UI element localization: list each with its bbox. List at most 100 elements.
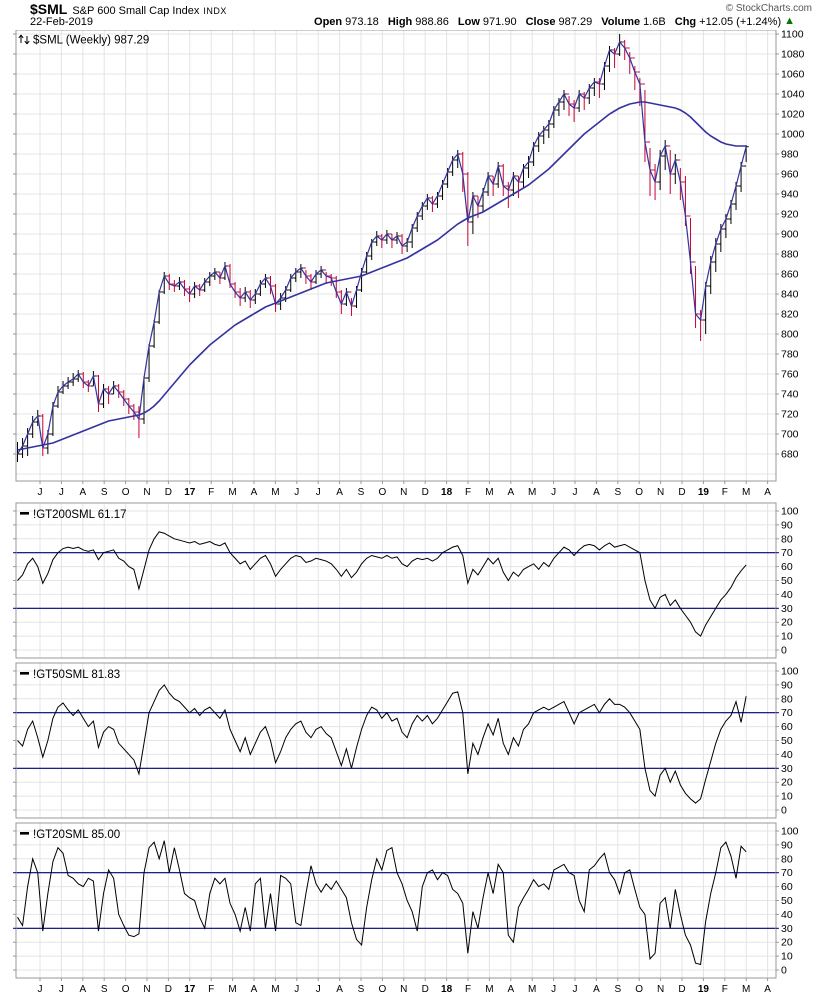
indicator-legend: !GT20SML 85.00	[20, 829, 120, 841]
x-axis-label: F	[722, 487, 728, 498]
x-axis-label: 17	[184, 984, 196, 995]
x-axis-label: J	[59, 984, 64, 995]
x-axis-label: J	[294, 487, 299, 498]
y-axis-label: 30	[781, 763, 793, 775]
x-axis-label: N	[657, 487, 664, 498]
quote-value-low: 971.90	[482, 16, 517, 28]
x-axis-label: F	[465, 487, 471, 498]
y-axis-label: 960	[781, 169, 799, 181]
y-axis-label: 20	[781, 777, 793, 789]
y-axis-label: 80	[781, 693, 793, 705]
x-axis-label: N	[400, 487, 407, 498]
x-axis-label: J	[573, 487, 578, 498]
symbol: $SML	[30, 1, 68, 17]
y-axis-label: 760	[781, 369, 799, 381]
x-axis-label: A	[507, 487, 514, 498]
x-axis-label: J	[573, 984, 578, 995]
y-axis-label: 1060	[781, 69, 805, 81]
y-axis-label: 100	[781, 826, 799, 838]
main-plot-border	[15, 30, 777, 482]
y-axis-label: 680	[781, 449, 799, 461]
y-axis-label: 100	[781, 666, 799, 678]
x-axis-label: M	[528, 487, 536, 498]
indicator-legend-label: !GT50SML 81.83	[33, 669, 120, 681]
x-axis-label: A	[336, 487, 343, 498]
line-style-icon	[20, 832, 29, 835]
x-axis-label: 19	[698, 487, 710, 498]
x-axis-label: A	[593, 984, 600, 995]
x-axis-label: M	[228, 984, 236, 995]
indicator-line-!gt20sml	[17, 840, 747, 966]
x-axis-label: M	[271, 487, 279, 498]
y-axis-label: 980	[781, 149, 799, 161]
y-axis-label: 70	[781, 707, 793, 719]
price-style-icon	[18, 34, 30, 45]
y-axis-label: 800	[781, 329, 799, 341]
x-axis-label: A	[79, 984, 86, 995]
change-up-icon: ▲	[784, 15, 795, 27]
main-y-axis: 680 700 720 740 760 780 800 820 840 860 880 900 920 9…	[13, 30, 805, 461]
x-axis-label: S	[358, 487, 365, 498]
main-legend: $SML (Weekly) 987.29	[18, 34, 149, 47]
x-axis-label: M	[228, 487, 236, 498]
threshold-lines	[16, 712, 776, 769]
quote-value-high: 988.86	[415, 16, 449, 28]
y-axis-label: 820	[781, 309, 799, 321]
x-axis-label: A	[764, 984, 771, 995]
copyright: © StockCharts.com	[725, 3, 812, 14]
threshold-lines	[16, 552, 776, 609]
y-axis-label: 20	[781, 937, 793, 949]
indicator-panel-grid	[16, 663, 776, 818]
x-axis-label: A	[79, 487, 86, 498]
x-axis-label: A	[764, 487, 771, 498]
x-axis-label: J	[551, 984, 556, 995]
x-axis-label: A	[336, 984, 343, 995]
x-axis-label: D	[165, 984, 172, 995]
main-legend-label: $SML (Weekly) 987.29	[33, 35, 149, 47]
y-axis-label: 0	[781, 965, 787, 977]
x-axis-label: D	[165, 487, 172, 498]
threshold-lines	[16, 872, 776, 929]
y-axis-label: 0	[781, 805, 787, 817]
indicator-legend-label: !GT200SML 61.17	[33, 509, 127, 521]
y-axis-label: 840	[781, 289, 799, 301]
exchange-label: INDX	[203, 6, 227, 16]
chart-header: $SML S&P 600 Small Cap Index INDX © StockC…	[30, 1, 812, 17]
y-axis-label: 40	[781, 909, 793, 921]
x-axis-label: S	[101, 984, 108, 995]
indicator-legend: !GT200SML 61.17	[20, 509, 127, 521]
y-axis-label: 1080	[781, 49, 805, 61]
quote-fields: Open 973.18 High 988.86 Low 971.90 Close 987.29…	[305, 15, 795, 28]
x-axis-label: J	[294, 984, 299, 995]
indicator-legend: !GT50SML 81.83	[20, 669, 120, 681]
y-axis-label: 940	[781, 189, 799, 201]
y-axis-label: 50	[781, 895, 793, 907]
x-axis-label: O	[122, 487, 130, 498]
x-axis-label: N	[143, 487, 150, 498]
y-axis-label: 1020	[781, 109, 805, 121]
x-axis-label: J	[316, 487, 321, 498]
x-axis-label: M	[528, 984, 536, 995]
y-axis-label: 70	[781, 867, 793, 879]
quote-label-close: Close	[525, 16, 556, 28]
x-axis-label: 19	[698, 984, 710, 995]
quote-bar: 22-Feb-2019 Open 973.18 High 988.86 Low 971.9…	[30, 15, 795, 30]
y-axis-label: 40	[781, 589, 793, 601]
x-axis-label: 18	[441, 487, 453, 498]
y-axis-label: 720	[781, 409, 799, 421]
x-axis-label: A	[251, 487, 258, 498]
indicator-panel-grid	[16, 503, 776, 658]
x-axis-label: M	[271, 984, 279, 995]
y-axis-label: 860	[781, 269, 799, 281]
y-axis-label: 40	[781, 749, 793, 761]
x-axis-label: 17	[184, 487, 196, 498]
x-axis-ticks	[39, 481, 769, 484]
x-axis-label: O	[635, 984, 643, 995]
y-axis-label: 880	[781, 249, 799, 261]
x-axis-label: F	[208, 487, 214, 498]
x-axis-label: D	[678, 984, 685, 995]
y-axis-label: 20	[781, 617, 793, 629]
